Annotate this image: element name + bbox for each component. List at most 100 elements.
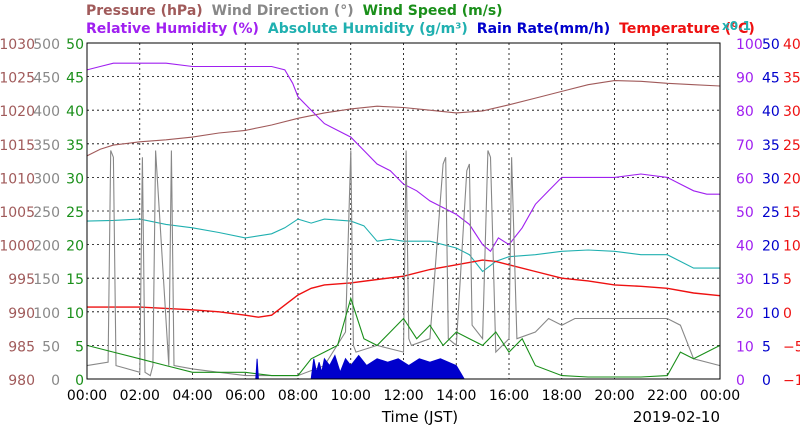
y-tick-label: 5	[75, 339, 84, 355]
y-tick-label: 10	[736, 339, 754, 355]
y-tick-label: 60	[736, 171, 754, 187]
chart-title-item: Wind Speed (m/s)	[363, 3, 503, 19]
y-axis-wind_direction: 0 50 100 150 200 250 300 350 400 450 500	[33, 37, 60, 389]
y-tick-label: 70	[736, 138, 754, 154]
y-tick-label: 30	[736, 272, 754, 288]
series-wind-speed-m-s	[86, 296, 721, 378]
chart-title-item: Rain Rate(mm/h)	[477, 21, 610, 37]
y-tick-label: 25	[783, 138, 800, 154]
y-tick-label: 50	[42, 339, 60, 355]
x-tick-label: 02:00	[120, 388, 160, 404]
x-tick-label: 16:00	[489, 388, 529, 404]
y-tick-label: 10	[783, 239, 800, 255]
y-tick-label: 10	[66, 306, 84, 322]
chart-title-item: Absolute Humidity (g/m³)	[268, 21, 468, 37]
y-tick-label: 25	[762, 205, 780, 221]
y-tick-label: 150	[33, 272, 60, 288]
series-absolute-humidity-g-m	[86, 218, 720, 273]
y-tick-label: 25	[66, 205, 84, 221]
y-tick-label: 20	[66, 239, 84, 255]
y-tick-label: 1010	[0, 171, 35, 187]
x-tick-label: 08:00	[278, 388, 318, 404]
chart-titles: Pressure (hPa) Wind Direction (°) Wind Spe…	[86, 3, 755, 37]
y-axes: 9809859909951000100510101015102010251030…	[0, 37, 800, 389]
y-tick-label: 20	[736, 306, 754, 322]
rain-multiplier-label: x0.1	[722, 19, 751, 33]
y-tick-label: 35	[762, 138, 780, 154]
y-tick-label: 35	[783, 71, 800, 87]
y-axis-rain_rate: 0 5 10 15 20 25 30 35 40 45 50	[762, 37, 780, 389]
y-axis-temperature: −10 −5 0 5 10 15 20 25 30 35 40	[783, 37, 800, 389]
y-tick-label: 500	[33, 37, 60, 53]
chart-title-item: Relative Humidity (%)	[86, 21, 259, 37]
y-tick-label: 0	[762, 373, 771, 389]
y-tick-label: 15	[762, 272, 780, 288]
y-tick-label: 15	[783, 205, 800, 221]
x-tick-label: 18:00	[542, 388, 582, 404]
y-tick-label: 1025	[0, 71, 35, 87]
y-tick-label: −5	[783, 339, 800, 355]
x-axis-label: Time (JST)	[381, 408, 458, 426]
series-rain-rate	[87, 354, 720, 380]
y-tick-label: 30	[762, 171, 780, 187]
chart-title-item: Pressure (hPa)	[86, 3, 203, 19]
y-axis-wind_speed: 0 5 10 15 20 25 30 35 40 45 50	[66, 37, 84, 389]
x-tick-label: 20:00	[594, 388, 634, 404]
y-tick-label: 1030	[0, 37, 35, 53]
y-tick-label: −10	[783, 373, 800, 389]
y-tick-label: 5	[762, 339, 771, 355]
y-tick-label: 10	[762, 306, 780, 322]
y-tick-label: 100	[736, 37, 763, 53]
y-tick-label: 35	[66, 138, 84, 154]
y-tick-label: 40	[66, 104, 84, 120]
y-tick-label: 50	[736, 205, 754, 221]
series-pressure-hpa	[86, 80, 721, 157]
x-tick-label: 10:00	[331, 388, 371, 404]
x-tick-label: 14:00	[436, 388, 476, 404]
y-tick-label: 90	[736, 71, 754, 87]
x-axis: 00:00 02:00 04:00 06:00 08:00 10:00 12:00 14:00…	[67, 388, 740, 404]
y-tick-label: 1000	[0, 239, 35, 255]
y-axis-pressure: 980 985 990 995 1000 1005 1010 1015 1020 1025 1030	[0, 37, 35, 389]
y-tick-label: 400	[33, 104, 60, 120]
y-tick-label: 40	[783, 37, 800, 53]
y-tick-label: 980	[8, 373, 35, 389]
series-relative-humidity	[86, 62, 720, 253]
y-tick-label: 40	[762, 104, 780, 120]
y-tick-label: 350	[33, 138, 60, 154]
y-tick-label: 50	[66, 37, 84, 53]
y-tick-label: 1015	[0, 138, 35, 154]
plot-frame	[86, 42, 721, 380]
y-tick-label: 0	[51, 373, 60, 389]
y-tick-label: 30	[783, 104, 800, 120]
y-tick-label: 40	[736, 239, 754, 255]
y-tick-label: 20	[762, 239, 780, 255]
y-tick-label: 200	[33, 239, 60, 255]
y-tick-label: 0	[736, 373, 745, 389]
x-tick-label: 22:00	[647, 388, 687, 404]
y-tick-label: 45	[762, 71, 780, 87]
chart-series	[86, 62, 721, 380]
y-tick-label: 80	[736, 104, 754, 120]
y-tick-label: 1020	[0, 104, 35, 120]
date-label: 2019-02-10	[633, 408, 720, 426]
y-tick-label: 15	[66, 272, 84, 288]
series-wind-direction	[86, 150, 721, 377]
y-tick-label: 20	[783, 171, 800, 187]
y-tick-label: 50	[762, 37, 780, 53]
y-tick-label: 5	[783, 272, 792, 288]
series-temperature-c	[87, 259, 721, 318]
y-tick-label: 100	[33, 306, 60, 322]
y-tick-label: 250	[33, 205, 60, 221]
y-tick-label: 0	[75, 373, 84, 389]
y-tick-label: 995	[8, 272, 35, 288]
y-tick-label: 990	[8, 306, 35, 322]
y-axis-humidity: 0 10 20 30 40 50 60 70 80 90 100	[736, 37, 763, 389]
x-tick-label: 00:00	[67, 388, 107, 404]
y-tick-label: 0	[783, 306, 792, 322]
y-tick-label: 1005	[0, 205, 35, 221]
chart-title-item: Wind Direction (°)	[212, 3, 354, 19]
y-tick-label: 300	[33, 171, 60, 187]
y-tick-label: 985	[8, 339, 35, 355]
